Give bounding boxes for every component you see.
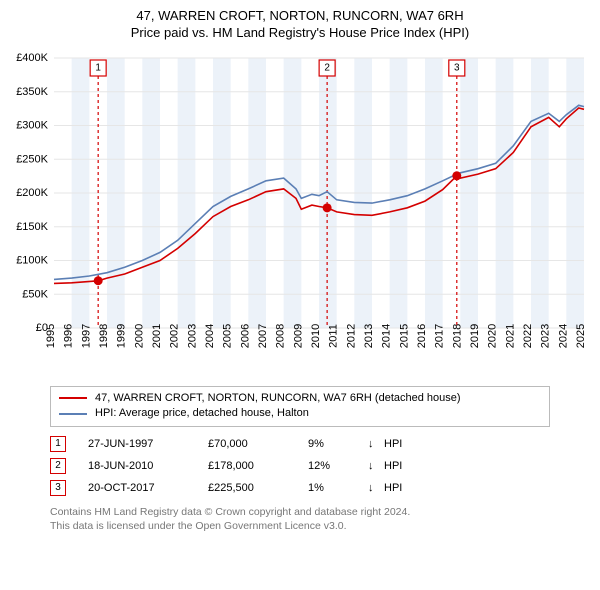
title-line-1: 47, WARREN CROFT, NORTON, RUNCORN, WA7 6… bbox=[10, 8, 590, 25]
y-tick-label: £200K bbox=[16, 187, 48, 199]
x-tick-label: 2014 bbox=[381, 324, 393, 348]
event-label-text: 2 bbox=[324, 62, 330, 73]
title-line-2: Price paid vs. HM Land Registry's House … bbox=[10, 25, 590, 42]
x-tick-label: 1995 bbox=[45, 324, 57, 348]
legend: 47, WARREN CROFT, NORTON, RUNCORN, WA7 6… bbox=[50, 386, 550, 427]
x-tick-label: 1996 bbox=[63, 324, 75, 348]
event-row-hpi: HPI bbox=[384, 482, 402, 494]
footnote-line-2: This data is licensed under the Open Gov… bbox=[50, 519, 550, 533]
x-tick-label: 1999 bbox=[116, 324, 128, 348]
event-row-date: 18-JUN-2010 bbox=[88, 460, 208, 472]
x-tick-label: 1998 bbox=[98, 324, 110, 348]
x-tick-label: 2005 bbox=[222, 324, 234, 348]
legend-row: HPI: Average price, detached house, Halt… bbox=[59, 406, 541, 421]
x-tick-label: 2020 bbox=[487, 324, 499, 348]
event-row-price: £70,000 bbox=[208, 438, 308, 450]
event-row-price: £178,000 bbox=[208, 460, 308, 472]
y-tick-label: £350K bbox=[16, 86, 48, 98]
event-row-pct: 1% bbox=[308, 482, 368, 494]
sale-marker bbox=[452, 171, 461, 180]
legend-swatch bbox=[59, 397, 87, 399]
x-tick-label: 2000 bbox=[133, 324, 145, 348]
x-tick-label: 2002 bbox=[169, 324, 181, 348]
x-tick-label: 2019 bbox=[469, 324, 481, 348]
x-tick-label: 1997 bbox=[80, 324, 92, 348]
footnote: Contains HM Land Registry data © Crown c… bbox=[50, 505, 550, 533]
x-tick-label: 2024 bbox=[557, 324, 569, 348]
x-tick-label: 2009 bbox=[292, 324, 304, 348]
events-row: 3 20-OCT-2017£225,5001%↓HPI bbox=[50, 477, 550, 499]
x-tick-label: 2015 bbox=[398, 324, 410, 348]
event-row-date: 27-JUN-1997 bbox=[88, 438, 208, 450]
sale-marker bbox=[323, 203, 332, 212]
y-tick-label: £50K bbox=[22, 288, 48, 300]
x-tick-label: 2001 bbox=[151, 324, 163, 348]
event-row-pct: 9% bbox=[308, 438, 368, 450]
x-tick-label: 2017 bbox=[434, 324, 446, 348]
event-row-marker: 2 bbox=[50, 458, 66, 474]
events-row: 1 27-JUN-1997£70,0009%↓HPI bbox=[50, 433, 550, 455]
y-tick-label: £250K bbox=[16, 153, 48, 165]
event-row-hpi: HPI bbox=[384, 460, 402, 472]
x-tick-label: 2021 bbox=[504, 324, 516, 348]
x-tick-label: 2008 bbox=[275, 324, 287, 348]
legend-label: 47, WARREN CROFT, NORTON, RUNCORN, WA7 6… bbox=[95, 391, 461, 406]
chart-svg: £0£50K£100K£150K£200K£250K£300K£350K£400… bbox=[10, 48, 590, 378]
legend-label: HPI: Average price, detached house, Halt… bbox=[95, 406, 309, 421]
x-tick-label: 2007 bbox=[257, 324, 269, 348]
event-label-text: 1 bbox=[95, 62, 101, 73]
chart-area: £0£50K£100K£150K£200K£250K£300K£350K£400… bbox=[10, 48, 590, 378]
x-tick-label: 2012 bbox=[345, 324, 357, 348]
x-tick-label: 2011 bbox=[328, 324, 340, 348]
event-row-marker: 3 bbox=[50, 480, 66, 496]
title-block: 47, WARREN CROFT, NORTON, RUNCORN, WA7 6… bbox=[10, 8, 590, 42]
y-tick-label: £400K bbox=[16, 52, 48, 64]
figure-container: 47, WARREN CROFT, NORTON, RUNCORN, WA7 6… bbox=[0, 0, 600, 590]
x-tick-label: 2013 bbox=[363, 324, 375, 348]
x-tick-label: 2010 bbox=[310, 324, 322, 348]
x-tick-label: 2006 bbox=[239, 324, 251, 348]
event-row-price: £225,500 bbox=[208, 482, 308, 494]
x-tick-label: 2003 bbox=[186, 324, 198, 348]
y-tick-label: £150K bbox=[16, 221, 48, 233]
x-tick-label: 2016 bbox=[416, 324, 428, 348]
y-tick-label: £300K bbox=[16, 119, 48, 131]
legend-row: 47, WARREN CROFT, NORTON, RUNCORN, WA7 6… bbox=[59, 391, 541, 406]
event-label-text: 3 bbox=[454, 62, 460, 73]
x-tick-label: 2023 bbox=[540, 324, 552, 348]
events-table: 127-JUN-1997£70,0009%↓HPI218-JUN-2010£17… bbox=[50, 433, 550, 499]
x-tick-label: 2025 bbox=[575, 324, 587, 348]
x-tick-label: 2018 bbox=[451, 324, 463, 348]
event-row-date: 20-OCT-2017 bbox=[88, 482, 208, 494]
sale-marker bbox=[94, 276, 103, 285]
x-tick-label: 2004 bbox=[204, 324, 216, 348]
event-row-pct: 12% bbox=[308, 460, 368, 472]
event-row-marker: 1 bbox=[50, 436, 66, 452]
footnote-line-1: Contains HM Land Registry data © Crown c… bbox=[50, 505, 550, 519]
down-arrow-icon: ↓ bbox=[368, 438, 384, 450]
down-arrow-icon: ↓ bbox=[368, 460, 384, 472]
legend-swatch bbox=[59, 413, 87, 415]
y-tick-label: £100K bbox=[16, 254, 48, 266]
down-arrow-icon: ↓ bbox=[368, 482, 384, 494]
event-row-hpi: HPI bbox=[384, 438, 402, 450]
x-tick-label: 2022 bbox=[522, 324, 534, 348]
events-row: 2 18-JUN-2010£178,00012%↓HPI bbox=[50, 455, 550, 477]
